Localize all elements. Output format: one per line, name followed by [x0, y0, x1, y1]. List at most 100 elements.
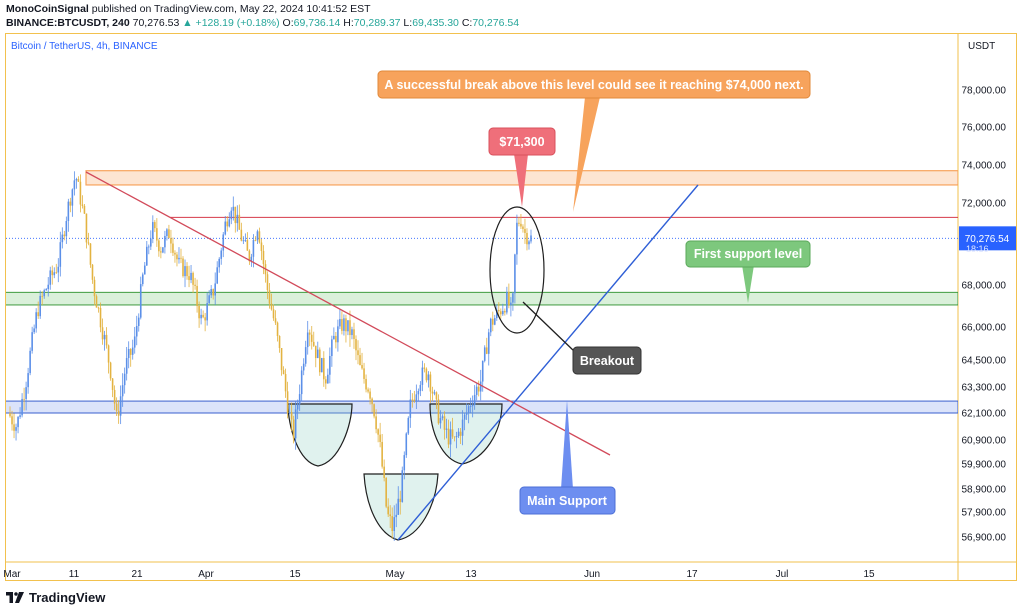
target-callout[interactable]: A successful break above this level coul… [377, 70, 811, 212]
candle[interactable] [27, 367, 29, 394]
candle[interactable] [323, 351, 325, 387]
candle[interactable] [71, 188, 74, 217]
candle[interactable] [451, 417, 454, 439]
candle[interactable] [483, 345, 486, 363]
candle[interactable] [188, 265, 190, 288]
candle[interactable] [443, 411, 446, 440]
candle[interactable] [510, 297, 512, 317]
candle[interactable] [208, 290, 210, 305]
candle[interactable] [393, 505, 396, 541]
candle[interactable] [518, 216, 520, 227]
candle[interactable] [276, 321, 279, 342]
candle[interactable] [504, 308, 506, 316]
candle[interactable] [401, 466, 404, 503]
candle[interactable] [321, 357, 323, 373]
candle[interactable] [246, 232, 249, 251]
target-callout-box[interactable] [377, 70, 811, 99]
candle[interactable] [61, 227, 64, 249]
currency-label[interactable]: USDT [968, 41, 995, 52]
candle[interactable] [371, 397, 373, 413]
candle[interactable] [290, 402, 293, 432]
candle[interactable] [413, 390, 416, 403]
candle[interactable] [51, 265, 54, 285]
candle[interactable] [329, 347, 331, 384]
candle[interactable] [379, 422, 381, 448]
breakout-ellipse[interactable] [489, 206, 545, 334]
candle[interactable] [139, 276, 142, 320]
candle[interactable] [282, 366, 285, 375]
candle[interactable] [383, 459, 385, 482]
candle[interactable] [508, 283, 510, 309]
time-axis[interactable]: Mar 11 21 Apr 15 May 13 Jun 17 Jul 15 [3, 569, 875, 580]
candle[interactable] [97, 306, 100, 313]
candle[interactable] [101, 318, 104, 345]
candle[interactable] [369, 388, 371, 405]
candle[interactable] [423, 363, 426, 373]
candle[interactable] [351, 326, 353, 340]
candle[interactable] [226, 216, 229, 232]
candle[interactable] [73, 171, 76, 196]
candle[interactable] [103, 330, 106, 351]
candle[interactable] [298, 384, 301, 412]
candle[interactable] [498, 302, 500, 318]
candle[interactable] [87, 232, 90, 246]
candle[interactable] [39, 290, 41, 319]
candle[interactable] [35, 308, 37, 333]
candle[interactable] [250, 253, 253, 267]
candle[interactable] [190, 264, 192, 284]
peak-callout-box[interactable] [488, 127, 556, 156]
candle[interactable] [300, 366, 303, 402]
candle[interactable] [457, 428, 460, 439]
candle[interactable] [302, 358, 305, 376]
candle[interactable] [244, 233, 247, 242]
candle[interactable] [218, 257, 221, 273]
candle[interactable] [31, 326, 33, 354]
candle[interactable] [421, 360, 424, 392]
candle[interactable] [514, 253, 516, 304]
peak-callout[interactable]: $71,300 [488, 127, 556, 207]
candle[interactable] [365, 374, 367, 393]
candle[interactable] [152, 215, 154, 244]
candle[interactable] [59, 231, 62, 277]
candle[interactable] [337, 319, 339, 352]
candle[interactable] [469, 397, 472, 413]
candle[interactable] [111, 378, 114, 398]
candle[interactable] [526, 228, 528, 251]
candle[interactable] [409, 389, 412, 428]
candle[interactable] [407, 416, 410, 435]
candle[interactable] [248, 249, 251, 265]
candle[interactable] [232, 196, 235, 221]
candle[interactable] [347, 320, 349, 336]
candle[interactable] [49, 266, 52, 290]
candle[interactable] [21, 393, 23, 418]
candle[interactable] [180, 248, 182, 264]
last-price-label[interactable]: 70,276.54 18:16 [959, 226, 1016, 254]
candle[interactable] [327, 368, 329, 384]
candle[interactable] [280, 347, 283, 376]
candle[interactable] [198, 301, 200, 328]
candle[interactable] [11, 410, 13, 431]
candle[interactable] [93, 276, 96, 306]
candle[interactable] [23, 387, 25, 411]
candle[interactable] [238, 204, 241, 230]
candle[interactable] [415, 384, 418, 409]
candle[interactable] [115, 397, 118, 416]
candle[interactable] [214, 272, 216, 305]
candle[interactable] [79, 174, 82, 213]
candle[interactable] [463, 413, 466, 431]
candle[interactable] [216, 261, 218, 285]
candle[interactable] [506, 286, 508, 315]
candle[interactable] [119, 385, 122, 425]
candle[interactable] [55, 263, 58, 274]
candle[interactable] [343, 314, 345, 336]
candle[interactable] [266, 271, 269, 300]
candle[interactable] [254, 236, 257, 242]
candle[interactable] [294, 401, 297, 450]
candle[interactable] [405, 432, 408, 458]
candle[interactable] [156, 218, 158, 247]
candle[interactable] [473, 385, 476, 410]
candle[interactable] [105, 327, 108, 349]
candle[interactable] [57, 258, 60, 283]
candle[interactable] [477, 380, 480, 397]
